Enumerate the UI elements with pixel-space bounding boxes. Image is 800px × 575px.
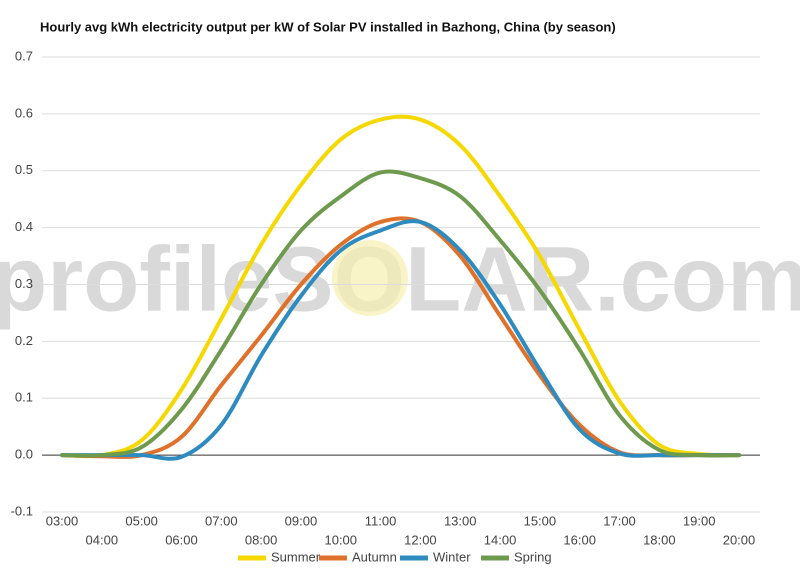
x-tick-label: 04:00 [86,532,119,547]
y-tick-label: 0.6 [15,105,33,120]
x-tick-label: 15:00 [524,513,557,528]
y-tick-label: 0.2 [15,333,33,348]
line [60,219,741,461]
x-tick-label: 18:00 [643,532,676,547]
y-tick-label: 0.0 [15,447,33,462]
x-tick-label: 16:00 [563,532,596,547]
x-tick-label: 09:00 [285,513,318,528]
legend-label: Winter [433,549,471,564]
x-tick-label: 11:00 [365,513,397,528]
x-tick-label: 06:00 [165,532,198,547]
y-tick-label: 0.4 [15,219,33,234]
y-tick-label: -0.1 [11,503,33,518]
x-tick-label: 13:00 [444,513,477,528]
x-tick-label: 07:00 [205,513,238,528]
chart-title: Hourly avg kWh electricity output per kW… [40,19,616,34]
legend-label: Summer [271,549,321,564]
x-tick-label: 08:00 [245,532,278,547]
x-tick-label: 14:00 [484,532,517,547]
watermark-sun [332,240,408,316]
x-tick-label: 19:00 [683,513,716,528]
x-tick-label: 12:00 [404,532,437,547]
line [60,114,741,459]
x-tick-label: 05:00 [125,513,158,528]
legend-label: Autumn [352,549,397,564]
line [60,169,741,458]
y-tick-label: 0.3 [15,276,33,291]
x-tick-label: 17:00 [603,513,636,528]
y-tick-label: 0.1 [15,390,33,405]
x-tick-label: 20:00 [723,532,756,547]
y-tick-label: 0.7 [15,48,33,63]
x-tick-label: 10:00 [324,532,357,547]
legend-label: Spring [514,549,552,564]
x-tick-label: 03:00 [46,513,79,528]
y-tick-label: 0.5 [15,162,33,177]
